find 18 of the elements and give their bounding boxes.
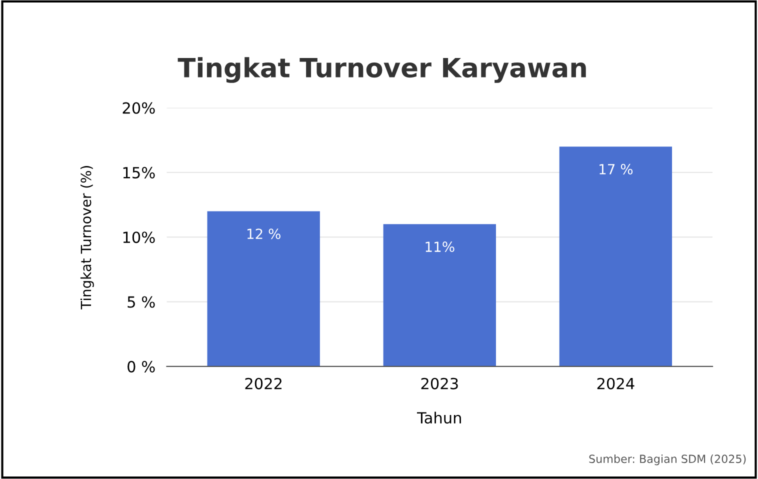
y-tick-label: 15% [123,166,155,178]
data-label: 11% [426,242,454,252]
bar [383,224,496,366]
x-tick-label: 2024 [597,378,634,390]
y-axis-title: Tingkat Turnover (%) [80,166,94,310]
y-tick-label: 0 % [128,360,155,372]
chart-title: Tingkat Turnover Karyawan [178,57,586,83]
x-tick-label: 2022 [245,378,282,390]
bar [559,146,672,366]
data-label: 17 % [600,164,633,174]
text: Sumber: Bagian SDM (2025) [589,454,746,466]
y-tick-label: 20% [122,102,155,114]
data-label: 12 % [247,228,280,240]
x-axis-title: Tahun [416,412,461,424]
y-tick-label: 10% [123,232,155,244]
bar [207,211,320,366]
x-tick-label: 2023 [421,378,458,390]
y-tick-label: 5 % [128,296,155,308]
